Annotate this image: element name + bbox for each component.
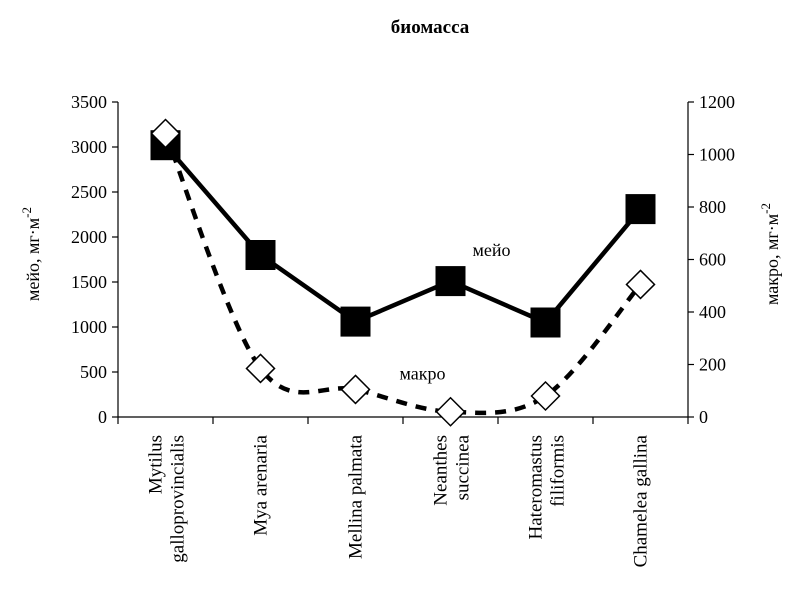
- makro-point: [150, 118, 181, 149]
- y-right-tick-label: 0: [699, 407, 708, 427]
- x-tick-label-line: Mya arenaria: [251, 434, 272, 535]
- makro-point: [625, 269, 656, 300]
- y-axis-left-label: мейо, мг·м-2: [19, 207, 43, 301]
- x-tick-label-line: filiformis: [548, 435, 569, 507]
- y-left-tick-label: 1000: [71, 317, 107, 337]
- y-left-tick-label: 500: [80, 362, 107, 382]
- y-axis-left-label-sup: -2: [19, 207, 34, 218]
- x-tick-label-line: Neanthes: [431, 435, 452, 506]
- y-right-tick-label: 600: [699, 250, 726, 270]
- y-left-tick-label: 0: [98, 407, 107, 427]
- y-axis-right-label-sup: -2: [758, 203, 773, 214]
- y-left-tick-label: 2500: [71, 182, 107, 202]
- meio-point: [530, 307, 561, 338]
- x-tick-label-line: Chamelea gallina: [631, 434, 652, 567]
- series-line-meio: [163, 143, 643, 326]
- x-tick-label: Neanthessuccinea: [431, 434, 474, 505]
- x-tick-label-line: Hateromastus: [526, 435, 547, 539]
- y-right-tick-label: 400: [699, 302, 726, 322]
- meio-point: [435, 266, 466, 297]
- series-layer: мейо макро: [150, 118, 656, 427]
- axes: 0 500 1000 1500 2000 2500 3000 3500 0 200 400 600 80…: [71, 92, 735, 567]
- meio-point: [340, 306, 371, 337]
- y-axis-left-label-main: мейо, мг·м: [23, 218, 43, 301]
- y-right-tick-label: 1200: [699, 92, 735, 112]
- x-tick-label-line: succinea: [453, 434, 474, 500]
- makro-point: [245, 353, 276, 384]
- series-label-meio: мейо: [473, 240, 511, 260]
- series-label-makro: макро: [400, 363, 446, 383]
- y-left-tick-label: 2000: [71, 227, 107, 247]
- y-left-tick-label: 3500: [71, 92, 107, 112]
- makro-point: [435, 396, 466, 427]
- series-line-makro: [163, 132, 643, 416]
- y-right-tick-label: 1000: [699, 145, 735, 165]
- x-tick-label: Mellina palmata: [346, 434, 367, 559]
- x-tick-label: Chamelea gallina: [631, 434, 652, 567]
- makro-point: [530, 380, 561, 412]
- x-tick-label-line: galloprovincialis: [168, 435, 189, 563]
- y-left-tick-label: 3000: [71, 137, 107, 157]
- x-tick-label: Mya arenaria: [251, 434, 272, 535]
- makro-point: [340, 374, 371, 405]
- y-axis-right-label-main: макро, мг·м: [762, 214, 782, 305]
- meio-point: [245, 240, 276, 270]
- x-tick-label: Mytilusgalloprovincialis: [146, 435, 189, 563]
- x-tick-label-line: Mytilus: [146, 435, 167, 494]
- x-tick-label-line: Mellina palmata: [346, 434, 367, 559]
- y-axis-right-label: макро, мг·м-2: [758, 203, 782, 305]
- y-right-tick-label: 800: [699, 197, 726, 217]
- y-left-tick-label: 1500: [71, 272, 107, 292]
- y-right-tick-label: 200: [699, 355, 726, 375]
- chart-title: биомасса: [391, 17, 470, 38]
- meio-point: [625, 194, 656, 225]
- x-tick-label: Hateromastusfiliformis: [526, 435, 569, 539]
